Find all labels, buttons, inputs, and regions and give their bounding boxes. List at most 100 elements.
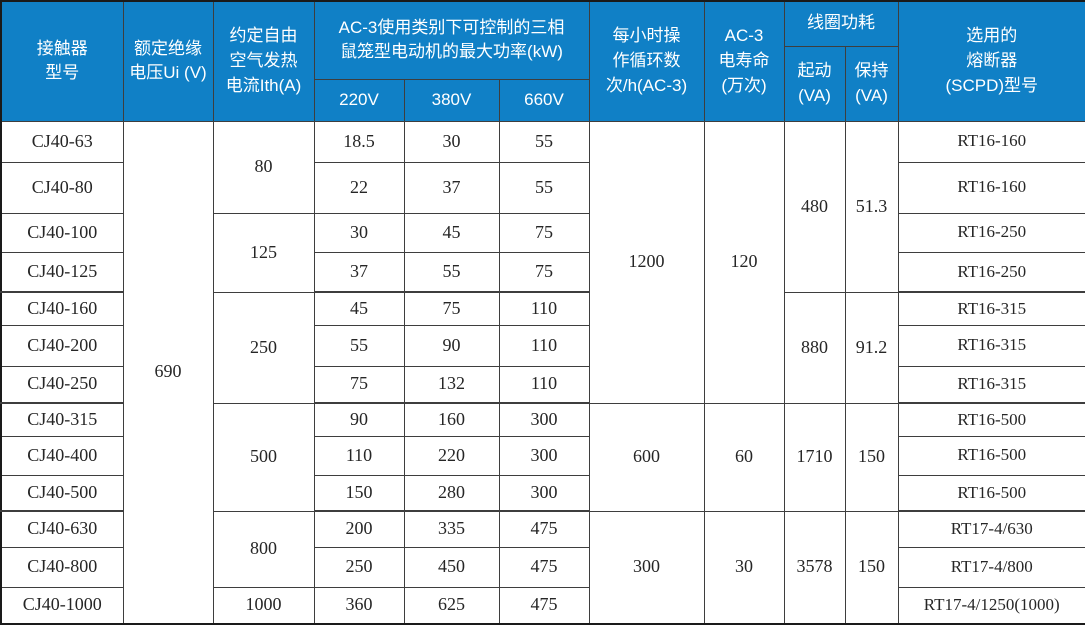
power-660-cell: 75 <box>498 251 590 293</box>
power-220-cell: 360 <box>313 586 405 625</box>
power-660-cell: 110 <box>498 291 590 326</box>
fuse-cell: RT17-4/1250(1000) <box>897 586 1085 625</box>
ui-value-cell: 690 <box>122 120 214 625</box>
life-value-cell: 120 <box>703 120 785 404</box>
ops-value-cell: 600 <box>588 402 705 512</box>
table-row: CJ40-1000 1000 360 625 475 RT17-4/1250(1… <box>0 586 1085 625</box>
header-thermal-current: 约定自由 空气发热 电流Ith(A) <box>212 0 315 122</box>
ops-value-cell: 300 <box>588 510 705 625</box>
table-row: CJ40-800 250 450 475 RT17-4/800 <box>0 546 1085 588</box>
power-380-cell: 90 <box>403 324 500 367</box>
coil-start-cell: 880 <box>783 291 846 404</box>
model-cell: CJ40-800 <box>0 546 124 588</box>
coil-hold-cell: 150 <box>844 510 899 625</box>
fuse-cell: RT16-315 <box>897 324 1085 367</box>
coil-hold-cell: 51.3 <box>844 120 899 293</box>
header-voltage-660: 660V <box>498 78 590 122</box>
header-electrical-life: AC-3 电寿命 (万次) <box>703 0 785 122</box>
power-380-cell: 37 <box>403 161 500 214</box>
model-cell: CJ40-400 <box>0 435 124 476</box>
model-cell: CJ40-100 <box>0 212 124 253</box>
table-row: CJ40-63 690 80 18.5 30 55 1200 120 480 5… <box>0 120 1085 625</box>
fuse-cell: RT16-160 <box>897 120 1085 163</box>
power-660-cell: 300 <box>498 474 590 512</box>
model-cell: CJ40-200 <box>0 324 124 367</box>
ith-value-cell: 250 <box>212 291 315 404</box>
coil-hold-cell: 91.2 <box>844 291 899 404</box>
power-220-cell: 22 <box>313 161 405 214</box>
power-660-cell: 110 <box>498 324 590 367</box>
model-cell: CJ40-80 <box>0 161 124 214</box>
coil-hold-cell: 150 <box>844 402 899 512</box>
fuse-cell: RT16-315 <box>897 291 1085 326</box>
power-380-cell: 30 <box>403 120 500 163</box>
table-body: CJ40-63 690 80 18.5 30 55 1200 120 480 5… <box>0 120 1085 625</box>
power-220-cell: 45 <box>313 291 405 326</box>
model-cell: CJ40-63 <box>0 120 124 163</box>
ops-value-cell: 1200 <box>588 120 705 404</box>
fuse-cell: RT16-500 <box>897 474 1085 512</box>
table-row: CJ40-125 37 55 75 RT16-250 <box>0 251 1085 293</box>
power-380-cell: 45 <box>403 212 500 253</box>
coil-start-cell: 3578 <box>783 510 846 625</box>
power-660-cell: 475 <box>498 586 590 625</box>
power-660-cell: 475 <box>498 546 590 588</box>
table-row: CJ40-630 800 200 335 475 300 30 3578 150… <box>0 510 1085 625</box>
power-220-cell: 37 <box>313 251 405 293</box>
ith-value-cell: 125 <box>212 212 315 293</box>
power-660-cell: 300 <box>498 402 590 437</box>
header-coil-power-group: 线圈功耗 <box>783 0 899 47</box>
model-cell: CJ40-315 <box>0 402 124 437</box>
power-380-cell: 132 <box>403 365 500 404</box>
table-row: CJ40-500 150 280 300 RT16-500 <box>0 474 1085 512</box>
fuse-cell: RT16-250 <box>897 251 1085 293</box>
model-cell: CJ40-500 <box>0 474 124 512</box>
power-660-cell: 300 <box>498 435 590 476</box>
header-operating-cycles: 每小时操 作循环数 次/h(AC-3) <box>588 0 705 122</box>
power-380-cell: 450 <box>403 546 500 588</box>
fuse-cell: RT17-4/800 <box>897 546 1085 588</box>
header-voltage-220: 220V <box>313 78 405 122</box>
model-cell: CJ40-160 <box>0 291 124 326</box>
power-380-cell: 220 <box>403 435 500 476</box>
ith-value-cell: 1000 <box>212 586 315 625</box>
power-220-cell: 110 <box>313 435 405 476</box>
model-cell: CJ40-250 <box>0 365 124 404</box>
power-220-cell: 18.5 <box>313 120 405 163</box>
power-380-cell: 625 <box>403 586 500 625</box>
ith-value-cell: 500 <box>212 402 315 512</box>
power-380-cell: 75 <box>403 291 500 326</box>
fuse-cell: RT16-160 <box>897 161 1085 214</box>
power-220-cell: 250 <box>313 546 405 588</box>
power-380-cell: 280 <box>403 474 500 512</box>
power-660-cell: 475 <box>498 510 590 548</box>
table-row: CJ40-400 110 220 300 RT16-500 <box>0 435 1085 476</box>
power-660-cell: 75 <box>498 212 590 253</box>
model-cell: CJ40-1000 <box>0 586 124 625</box>
fuse-cell: RT17-4/630 <box>897 510 1085 548</box>
ith-value-cell: 800 <box>212 510 315 588</box>
power-220-cell: 30 <box>313 212 405 253</box>
coil-start-cell: 480 <box>783 120 846 293</box>
model-cell: CJ40-630 <box>0 510 124 548</box>
power-660-cell: 55 <box>498 120 590 163</box>
power-660-cell: 110 <box>498 365 590 404</box>
life-value-cell: 30 <box>703 510 785 625</box>
power-380-cell: 160 <box>403 402 500 437</box>
power-220-cell: 90 <box>313 402 405 437</box>
table-row: CJ40-315 500 90 160 300 600 60 1710 150 … <box>0 402 1085 512</box>
coil-start-cell: 1710 <box>783 402 846 512</box>
power-220-cell: 75 <box>313 365 405 404</box>
header-coil-start: 起动 (VA) <box>783 45 846 122</box>
table-row: CJ40-250 75 132 110 RT16-315 <box>0 365 1085 404</box>
header-fuse-type: 选用的 熔断器 (SCPD)型号 <box>897 0 1085 122</box>
life-value-cell: 60 <box>703 402 785 512</box>
ith-value-cell: 80 <box>212 120 315 214</box>
power-660-cell: 55 <box>498 161 590 214</box>
power-380-cell: 335 <box>403 510 500 548</box>
fuse-cell: RT16-250 <box>897 212 1085 253</box>
table-header: 接触器 型号 额定绝缘 电压Ui (V) 约定自由 空气发热 电流Ith(A) … <box>0 0 1085 122</box>
power-380-cell: 55 <box>403 251 500 293</box>
power-220-cell: 55 <box>313 324 405 367</box>
